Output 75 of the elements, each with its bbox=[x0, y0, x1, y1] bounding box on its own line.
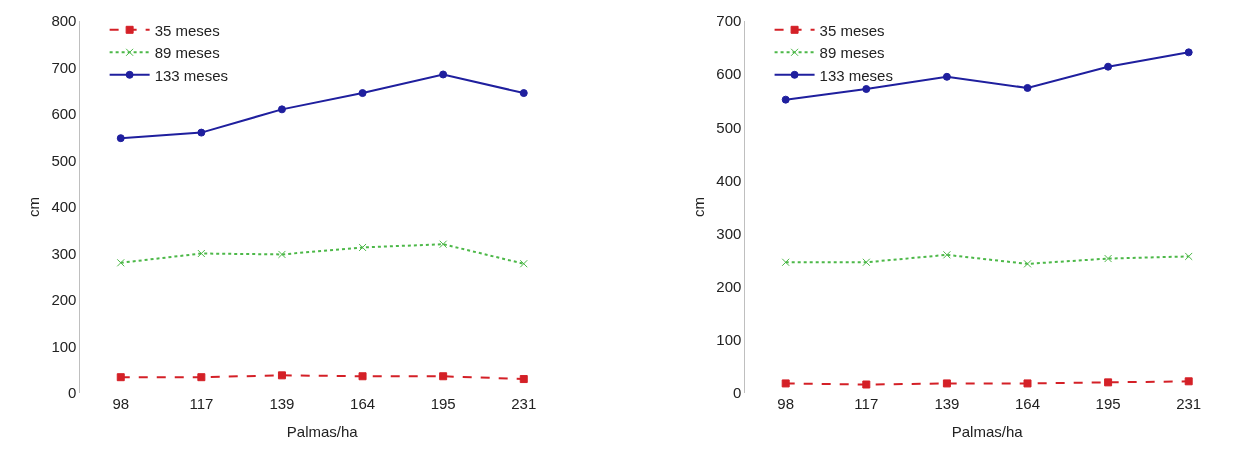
point bbox=[197, 128, 206, 137]
point bbox=[781, 258, 790, 267]
x-tick-label: 195 bbox=[430, 395, 456, 412]
point bbox=[1023, 379, 1032, 388]
point bbox=[439, 240, 448, 249]
x-tick-label: 139 bbox=[934, 395, 960, 412]
point bbox=[358, 372, 367, 381]
point bbox=[1184, 252, 1193, 261]
point bbox=[1184, 48, 1193, 57]
legend-label: 133 meses bbox=[819, 66, 893, 84]
point bbox=[439, 372, 448, 381]
point bbox=[942, 72, 951, 81]
point bbox=[862, 258, 871, 267]
legend-label: 89 meses bbox=[154, 44, 220, 62]
point bbox=[197, 249, 206, 258]
legend-label: 35 meses bbox=[154, 21, 220, 39]
y-tick-label: 0 bbox=[68, 384, 77, 402]
point bbox=[197, 373, 206, 382]
y-tick-label: 400 bbox=[51, 198, 77, 216]
point bbox=[358, 243, 367, 252]
y-tick-label: 500 bbox=[51, 151, 77, 169]
y-axis-title: cm bbox=[24, 197, 42, 217]
x-tick-label: 231 bbox=[511, 395, 537, 412]
point bbox=[116, 134, 125, 143]
point bbox=[519, 89, 528, 98]
x-axis-title: Palmas/ha bbox=[286, 423, 359, 440]
x-tick-label: 164 bbox=[1014, 395, 1041, 412]
y-tick-label: 400 bbox=[716, 171, 742, 189]
y-tick-label: 0 bbox=[733, 384, 742, 402]
y-tick-label: 100 bbox=[51, 337, 77, 355]
y-tick-label: 800 bbox=[51, 12, 77, 30]
x-tick-label: 164 bbox=[350, 395, 376, 412]
x-tick-label: 231 bbox=[1176, 395, 1202, 412]
y-tick-label: 500 bbox=[716, 118, 742, 136]
y-tick-label: 700 bbox=[51, 58, 77, 76]
point bbox=[277, 105, 286, 114]
y-axis-title: cm bbox=[689, 197, 707, 217]
y-tick-label: 300 bbox=[51, 244, 77, 262]
legend-label: 133 meses bbox=[154, 66, 229, 84]
x-tick-label: 98 bbox=[112, 395, 130, 412]
point bbox=[942, 379, 951, 388]
point bbox=[862, 380, 871, 389]
x-tick-label: 139 bbox=[269, 395, 295, 412]
point bbox=[116, 258, 125, 267]
y-tick-label: 700 bbox=[716, 12, 742, 30]
legend-label: 89 meses bbox=[819, 44, 885, 62]
point bbox=[519, 259, 528, 268]
y-tick-label: 200 bbox=[716, 277, 742, 295]
point bbox=[1104, 378, 1113, 387]
y-tick-label: 200 bbox=[51, 291, 77, 309]
x-tick-label: 98 bbox=[777, 395, 795, 412]
point bbox=[942, 250, 951, 259]
x-tick-label: 117 bbox=[854, 395, 879, 412]
point bbox=[1023, 83, 1032, 92]
point bbox=[277, 250, 286, 259]
point bbox=[862, 85, 871, 94]
y-tick-label: 100 bbox=[716, 331, 742, 349]
point bbox=[277, 371, 286, 380]
legend-label: 35 meses bbox=[819, 21, 885, 39]
point bbox=[519, 375, 528, 384]
point bbox=[781, 379, 790, 388]
x-axis-title: Palmas/ha bbox=[951, 423, 1024, 440]
y-tick-label: 600 bbox=[51, 105, 77, 123]
point bbox=[1104, 62, 1113, 71]
point bbox=[439, 70, 448, 79]
point bbox=[358, 89, 367, 98]
y-tick-label: 600 bbox=[716, 65, 742, 83]
x-tick-label: 195 bbox=[1095, 395, 1121, 412]
point bbox=[781, 95, 790, 104]
point bbox=[1104, 254, 1113, 263]
point bbox=[1184, 377, 1193, 386]
point bbox=[116, 373, 125, 382]
point bbox=[1023, 259, 1032, 268]
x-tick-label: 117 bbox=[189, 395, 214, 412]
y-tick-label: 300 bbox=[716, 224, 742, 242]
